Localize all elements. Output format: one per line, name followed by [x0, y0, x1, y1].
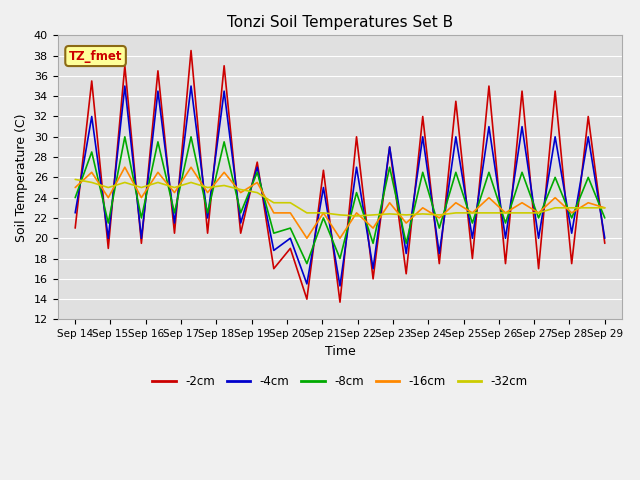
- X-axis label: Time: Time: [324, 345, 355, 358]
- Legend: -2cm, -4cm, -8cm, -16cm, -32cm: -2cm, -4cm, -8cm, -16cm, -32cm: [147, 371, 532, 393]
- Title: Tonzi Soil Temperatures Set B: Tonzi Soil Temperatures Set B: [227, 15, 453, 30]
- Text: TZ_fmet: TZ_fmet: [69, 49, 122, 62]
- Y-axis label: Soil Temperature (C): Soil Temperature (C): [15, 113, 28, 241]
